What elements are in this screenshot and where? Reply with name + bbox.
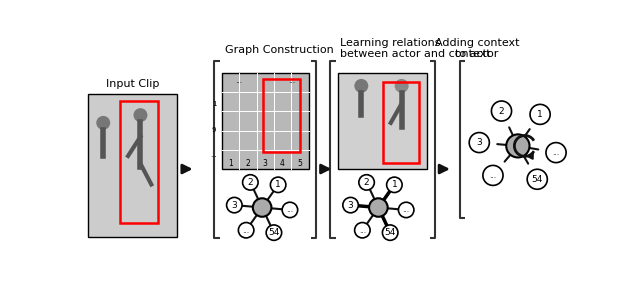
Circle shape <box>546 142 566 163</box>
Text: 1: 1 <box>212 101 216 107</box>
Circle shape <box>395 79 408 93</box>
Text: ...: ... <box>243 226 250 235</box>
Text: between actor and context: between actor and context <box>340 48 490 58</box>
Text: 2: 2 <box>248 178 253 187</box>
Circle shape <box>530 104 550 124</box>
Text: 1: 1 <box>228 159 233 168</box>
Circle shape <box>469 133 490 153</box>
Circle shape <box>134 108 147 122</box>
Circle shape <box>238 223 254 238</box>
Circle shape <box>506 134 529 157</box>
Text: Learning relations: Learning relations <box>340 38 440 48</box>
Text: 54: 54 <box>385 228 396 237</box>
Circle shape <box>343 197 358 213</box>
Text: ...: ... <box>490 171 497 180</box>
Circle shape <box>527 169 547 189</box>
Bar <box>88 94 177 237</box>
Text: ...: ... <box>552 148 559 157</box>
Text: 9: 9 <box>212 127 216 133</box>
Text: Graph Construction: Graph Construction <box>225 45 333 55</box>
Text: 1: 1 <box>275 180 281 189</box>
Text: 3: 3 <box>348 201 353 210</box>
Text: 1: 1 <box>392 180 397 189</box>
Circle shape <box>483 165 503 185</box>
Circle shape <box>387 177 402 192</box>
Circle shape <box>270 177 286 192</box>
Circle shape <box>359 175 374 190</box>
Circle shape <box>266 225 282 240</box>
Text: ...: ... <box>288 76 295 85</box>
Bar <box>338 73 428 169</box>
Text: ...: ... <box>236 76 243 85</box>
Circle shape <box>355 79 368 93</box>
Circle shape <box>243 175 258 190</box>
Text: 1: 1 <box>537 110 543 119</box>
Circle shape <box>492 101 511 121</box>
Text: 3: 3 <box>476 138 482 147</box>
Text: 2: 2 <box>245 159 250 168</box>
Bar <box>263 79 300 152</box>
Bar <box>120 101 157 223</box>
Text: to actor: to actor <box>455 48 499 58</box>
Text: 4: 4 <box>280 159 285 168</box>
Text: 5: 5 <box>298 159 302 168</box>
Text: 2: 2 <box>364 178 369 187</box>
Text: ...: ... <box>211 152 218 158</box>
Text: ...: ... <box>403 206 410 214</box>
Text: 2: 2 <box>499 107 504 116</box>
Bar <box>383 82 419 163</box>
Text: 54: 54 <box>532 175 543 184</box>
Circle shape <box>369 198 388 217</box>
Circle shape <box>253 198 271 217</box>
Text: 54: 54 <box>268 228 280 237</box>
Text: 3: 3 <box>232 201 237 210</box>
Text: ...: ... <box>286 206 294 214</box>
Circle shape <box>282 202 298 218</box>
Circle shape <box>355 223 370 238</box>
Circle shape <box>96 116 110 130</box>
Text: 3: 3 <box>262 159 268 168</box>
Bar <box>222 73 308 169</box>
Circle shape <box>227 197 242 213</box>
Circle shape <box>383 225 398 240</box>
Text: ...: ... <box>359 226 366 235</box>
Circle shape <box>399 202 414 218</box>
Text: Input Clip: Input Clip <box>106 79 159 88</box>
Text: Adding context: Adding context <box>435 38 519 48</box>
